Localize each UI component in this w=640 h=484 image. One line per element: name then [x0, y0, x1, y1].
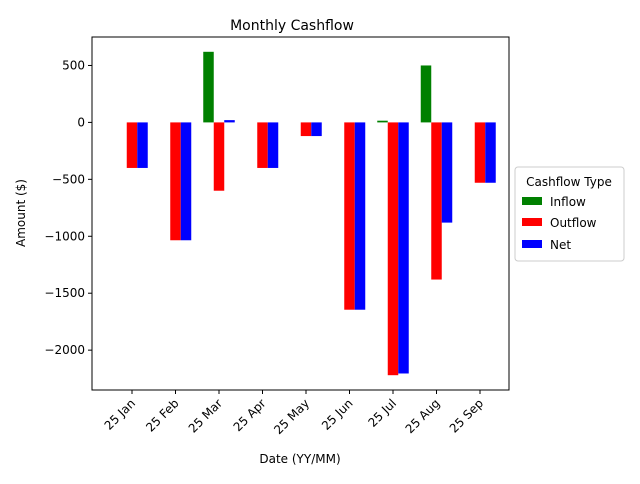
- x-tick-label: 25 Jun: [319, 396, 356, 433]
- bar-net-3: [267, 122, 279, 168]
- x-tick-label: 25 Sep: [447, 396, 486, 435]
- bar-net-0: [137, 122, 148, 168]
- bar-net-5: [354, 122, 366, 310]
- bar-inflow-2: [203, 51, 214, 123]
- y-tick-label: 0: [77, 115, 85, 129]
- bar-outflow-4: [300, 122, 312, 137]
- bar-outflow-8: [474, 122, 486, 183]
- legend-label-outflow: Outflow: [550, 216, 597, 230]
- bar-outflow-5: [344, 122, 355, 310]
- x-tick-label: 25 Jul: [365, 396, 399, 430]
- bar-outflow-0: [126, 122, 138, 168]
- y-tick-label: 500: [62, 58, 85, 72]
- bar-net-1: [180, 122, 192, 241]
- x-tick-label: 25 Mar: [186, 396, 225, 435]
- legend-frame: [514, 166, 625, 262]
- legend-title: Cashflow Type: [526, 175, 612, 189]
- y-axis: 500 0 −500 −1000 −1500 −2000: [44, 58, 92, 357]
- chart-title: Monthly Cashflow: [230, 18, 354, 34]
- y-tick-label: −1500: [44, 286, 85, 300]
- x-tick-label: 25 Apr: [231, 396, 269, 434]
- legend-swatch-net: [522, 240, 542, 248]
- legend: Cashflow Type Inflow Outflow Net: [514, 166, 625, 262]
- bar-outflow-7: [431, 122, 442, 280]
- x-axis: 25 Jan 25 Feb 25 Mar 25 Apr 25 May 25 Jun 25 J…: [102, 390, 486, 437]
- y-axis-label: Amount ($): [14, 179, 28, 247]
- bar-net-8: [485, 122, 496, 183]
- bar-outflow-1: [170, 122, 181, 241]
- y-tick-label: −2000: [44, 343, 85, 357]
- bar-net-4: [311, 122, 322, 137]
- bar-net-2: [224, 120, 235, 123]
- bar-net-6: [398, 122, 409, 374]
- legend-label-net: Net: [550, 238, 571, 252]
- bar-outflow-3: [257, 122, 268, 168]
- x-axis-label: Date (YY/MM): [259, 452, 340, 466]
- axes-frame: [91, 36, 510, 391]
- bar-inflow-7: [420, 65, 432, 123]
- y-tick-label: −1000: [44, 229, 85, 243]
- bar-outflow-2: [213, 122, 225, 191]
- x-tick-label: 25 Jan: [102, 396, 138, 432]
- x-tick-label: 25 May: [271, 396, 312, 437]
- legend-label-inflow: Inflow: [550, 195, 586, 209]
- bar-outflow-6: [387, 122, 399, 376]
- bar-inflow-6: [377, 120, 388, 123]
- y-tick-label: −500: [52, 172, 85, 186]
- x-tick-label: 25 Aug: [403, 396, 443, 436]
- plot-area: [126, 51, 496, 376]
- bar-net-7: [441, 122, 453, 223]
- legend-swatch-inflow: [522, 197, 542, 205]
- x-tick-label: 25 Feb: [143, 396, 181, 434]
- legend-swatch-outflow: [522, 218, 542, 226]
